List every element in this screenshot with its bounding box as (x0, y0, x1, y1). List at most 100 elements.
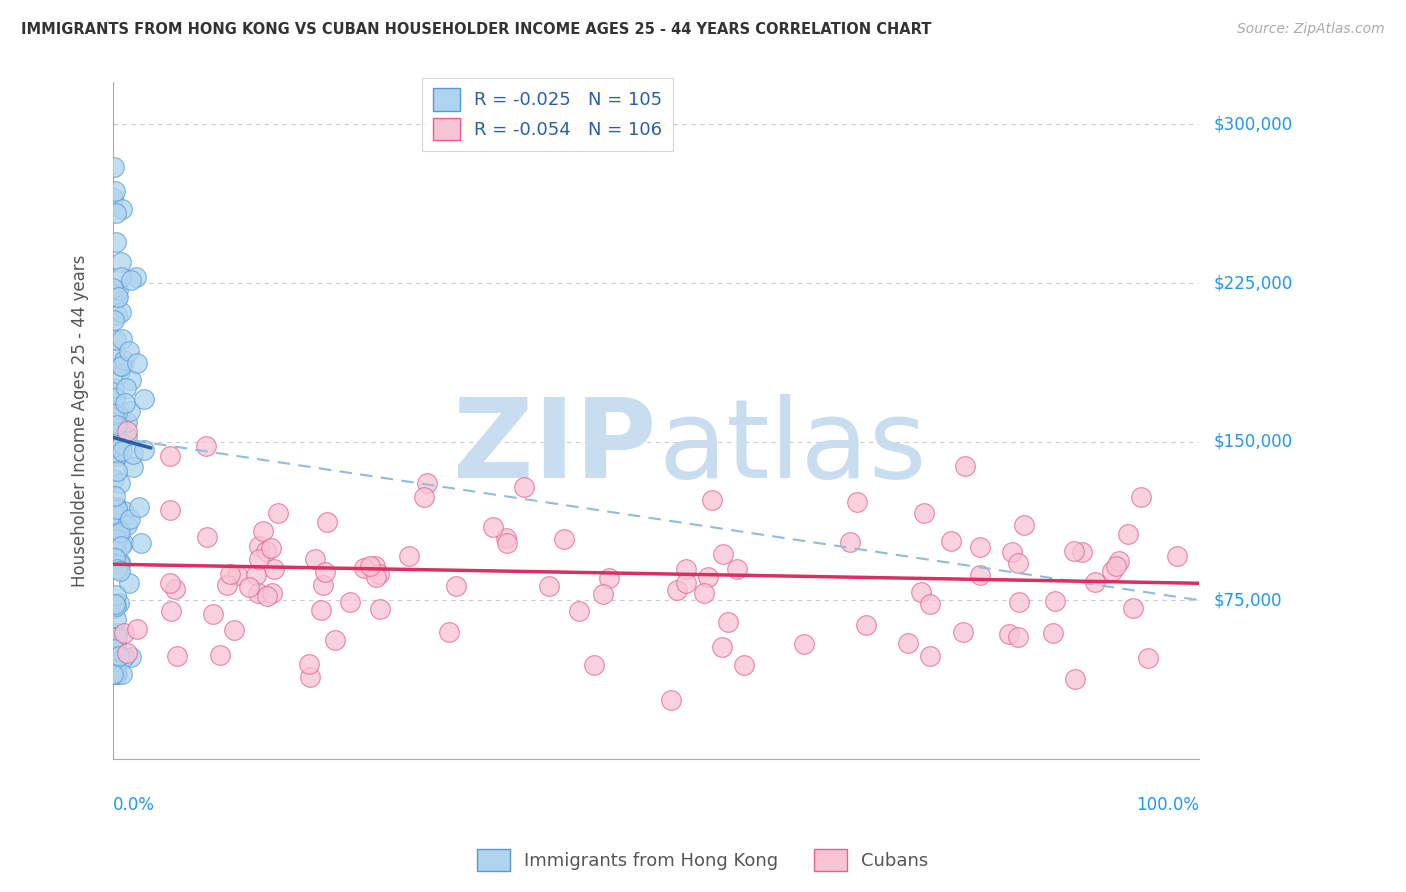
Point (110, 539, 132, 553)
Point (1007, 631, 1029, 645)
Point (166, 648, 188, 663)
Point (897, 636, 920, 650)
Point (108, 368, 131, 382)
Point (103, 429, 125, 443)
Point (104, 389, 127, 403)
Point (105, 667, 128, 681)
Point (103, 313, 125, 327)
Point (1136, 651, 1159, 665)
Point (125, 622, 148, 636)
Point (117, 424, 139, 438)
Point (105, 555, 128, 569)
Point (120, 373, 142, 387)
Point (315, 515, 337, 529)
Legend: R = -0.025   N = 105, R = -0.054   N = 106: R = -0.025 N = 105, R = -0.054 N = 106 (422, 78, 673, 151)
Point (910, 585, 932, 599)
Point (110, 359, 132, 374)
Point (112, 504, 135, 518)
Point (918, 648, 941, 663)
Point (496, 535, 519, 549)
Point (105, 630, 128, 644)
Point (398, 549, 420, 563)
Point (105, 542, 128, 557)
Point (711, 547, 734, 561)
Point (128, 500, 150, 515)
Point (247, 552, 270, 566)
Point (222, 623, 245, 637)
Point (103, 641, 125, 656)
Point (134, 442, 156, 457)
Point (120, 404, 142, 418)
Point (105, 464, 128, 478)
Point (112, 352, 135, 367)
Point (969, 568, 991, 582)
Point (110, 305, 132, 319)
Point (108, 524, 131, 539)
Point (955, 458, 977, 473)
Point (105, 637, 128, 651)
Point (111, 332, 134, 346)
Point (1001, 545, 1024, 559)
Point (112, 650, 135, 665)
Point (1129, 490, 1152, 504)
Point (105, 333, 128, 347)
Point (675, 562, 697, 576)
Point (437, 624, 460, 639)
Point (104, 416, 127, 430)
Point (120, 273, 142, 287)
Point (941, 534, 963, 549)
Point (129, 536, 152, 550)
Point (124, 269, 146, 284)
Point (696, 570, 718, 584)
Point (103, 601, 125, 615)
Point (103, 281, 125, 295)
Point (538, 579, 561, 593)
Point (108, 564, 131, 578)
Point (104, 631, 127, 645)
Point (108, 476, 131, 491)
Point (1007, 557, 1029, 571)
Point (103, 667, 125, 681)
Point (195, 439, 218, 453)
Point (159, 575, 181, 590)
Point (219, 567, 242, 582)
Point (1105, 559, 1128, 574)
Point (160, 604, 183, 618)
Point (118, 512, 141, 526)
Point (105, 500, 128, 514)
Point (104, 507, 127, 521)
Point (103, 544, 125, 558)
Point (314, 565, 336, 579)
Point (107, 510, 129, 524)
Point (364, 569, 387, 583)
Point (247, 539, 270, 553)
Point (111, 667, 134, 681)
Legend: Immigrants from Hong Kong, Cubans: Immigrants from Hong Kong, Cubans (470, 842, 936, 879)
Point (104, 184, 127, 198)
Point (107, 290, 129, 304)
Point (105, 446, 128, 460)
Point (238, 580, 260, 594)
Point (103, 406, 125, 420)
Point (105, 439, 128, 453)
Point (104, 392, 127, 406)
Point (304, 552, 326, 566)
Point (103, 442, 125, 456)
Point (108, 521, 131, 535)
Point (201, 607, 224, 621)
Point (1008, 595, 1031, 609)
Point (1101, 564, 1123, 578)
Text: $75,000: $75,000 (1213, 591, 1282, 609)
Point (312, 578, 335, 592)
Point (700, 493, 723, 508)
Point (969, 540, 991, 554)
Point (165, 582, 187, 596)
Point (263, 562, 285, 576)
Point (110, 270, 132, 285)
Point (659, 692, 682, 706)
Point (115, 517, 138, 532)
Point (598, 571, 620, 585)
Point (104, 351, 127, 365)
Point (582, 658, 605, 673)
Point (1012, 518, 1035, 533)
